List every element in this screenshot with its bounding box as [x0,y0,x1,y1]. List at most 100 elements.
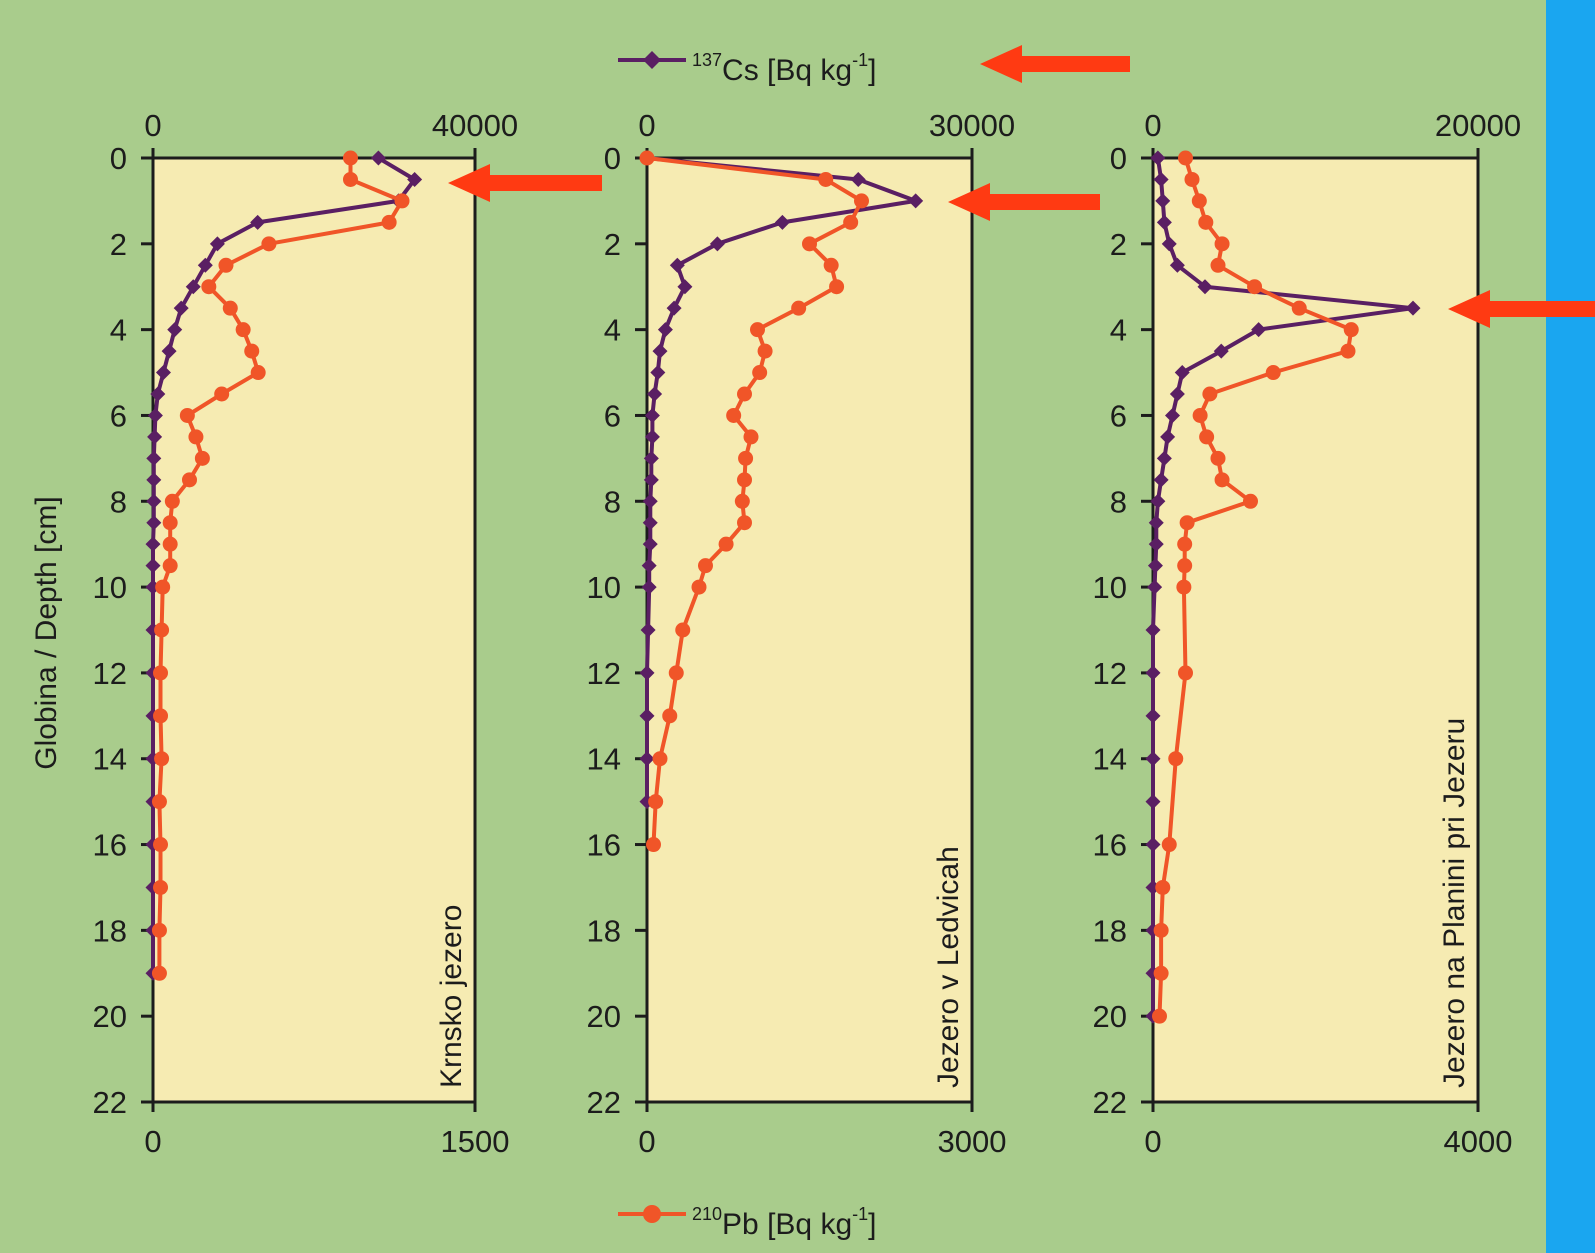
pb-point [1178,665,1193,681]
figure-right-border [1546,0,1595,1253]
arrow-annotation [980,45,1130,83]
pb-point [854,193,869,209]
pb-point [737,386,752,402]
cs-point [639,708,655,724]
cs-point [185,279,201,295]
pb-point [726,407,742,423]
y-tick-label: 2 [604,227,621,262]
cs-point [146,515,162,531]
cs-point [639,751,655,767]
y-tick-label: 8 [110,484,127,519]
cs-point [1145,708,1161,724]
pb-point [1343,322,1359,338]
y-tick-label: 4 [110,313,127,348]
y-tick-label: 6 [604,398,621,433]
cs-point [1153,171,1169,187]
plot-area [151,156,477,1104]
cs-point [173,300,189,316]
pb-point [802,236,817,252]
pb-point [818,171,834,187]
pb-point [342,150,358,166]
cs-point [209,236,225,252]
pb-point [843,214,859,230]
cs-point [643,450,659,466]
pb-point [381,214,397,230]
y-tick-label: 20 [587,999,621,1034]
panel-1: 0 2 4 6 8 10 12 14 16 18 20 22 0 40000 0 1500 Krnsko jez… [93,108,519,1159]
pb-point [1199,429,1215,445]
cs-point [1197,279,1213,295]
cs-point [642,536,658,552]
pb-point [162,558,178,574]
pb-point [1178,150,1193,166]
cs-point [1150,493,1166,509]
pb-point [1340,343,1356,359]
pb-point [218,257,234,273]
y-tick-label: 4 [604,313,621,348]
pb-point [737,515,752,531]
pb-point [1291,300,1307,316]
series-pb [151,150,410,981]
pb-point [1177,558,1193,574]
cs-point [657,322,673,338]
pb-point [737,472,752,488]
pb-point [1243,493,1258,509]
pb-point [1155,879,1171,895]
pb-point [162,536,178,552]
panel-3: 0 2 4 6 8 10 12 14 16 18 20 22 0 20000 0 4000 Jezero na … [1093,108,1522,1159]
pb-point [648,794,664,810]
cs-point [644,407,660,423]
y-tick-label: 16 [1093,828,1127,863]
cs-point [197,257,213,273]
cs-point [640,622,656,638]
pb-point [691,579,707,595]
pb-point [153,708,169,724]
y-tick-label: 8 [604,484,621,519]
pb-point [235,322,251,338]
pb-line [1157,157,1354,1017]
pb-point [662,708,678,724]
pb-point [153,665,169,681]
cs-point [250,214,266,230]
legend-cs-text: Cs [Bq kg [722,54,852,87]
cs-point [642,515,658,531]
bottom-x-tick-label: 1500 [441,1124,510,1159]
arrow-shape [448,164,602,202]
pb-point [250,365,266,381]
y-tick-label: 12 [1093,656,1127,691]
arrow-shape [1448,290,1595,328]
cs-point [1148,515,1164,531]
pb-point [151,965,167,981]
bottom-x-tick-label: 4000 [1444,1124,1513,1159]
pb-point [1192,407,1208,423]
cs-point [1156,214,1172,230]
cs-point [666,300,682,316]
pb-point [1176,579,1192,595]
arrow-shape [980,45,1130,83]
top-x-tick-label: 0 [144,108,161,143]
y-tick-label: 10 [93,570,127,605]
arrow-annotation [448,164,602,202]
pb-point [155,579,171,595]
pb-point [675,622,691,638]
cs-point [1174,365,1190,381]
cs-point [1405,300,1421,316]
plot-area [645,156,974,1104]
pb-point [1153,922,1169,938]
y-tick-label: 22 [587,1085,621,1120]
legend-pb-text: Pb [Bq kg [722,1208,852,1241]
cs-point [146,493,162,509]
pb-point [698,558,713,574]
pb-point [757,343,773,359]
pb-point [734,493,750,509]
y-tick-label: 12 [93,656,127,691]
pb-point [1153,965,1169,981]
cs-point [1160,429,1176,445]
pb-point [154,622,170,638]
series-cs [639,150,924,810]
cs-point [161,343,177,359]
pb-point [153,837,169,853]
y-axis-label: Globina / Depth [cm] [30,496,63,769]
pb-point [181,472,197,488]
top-x-tick-label: 30000 [929,108,1015,143]
